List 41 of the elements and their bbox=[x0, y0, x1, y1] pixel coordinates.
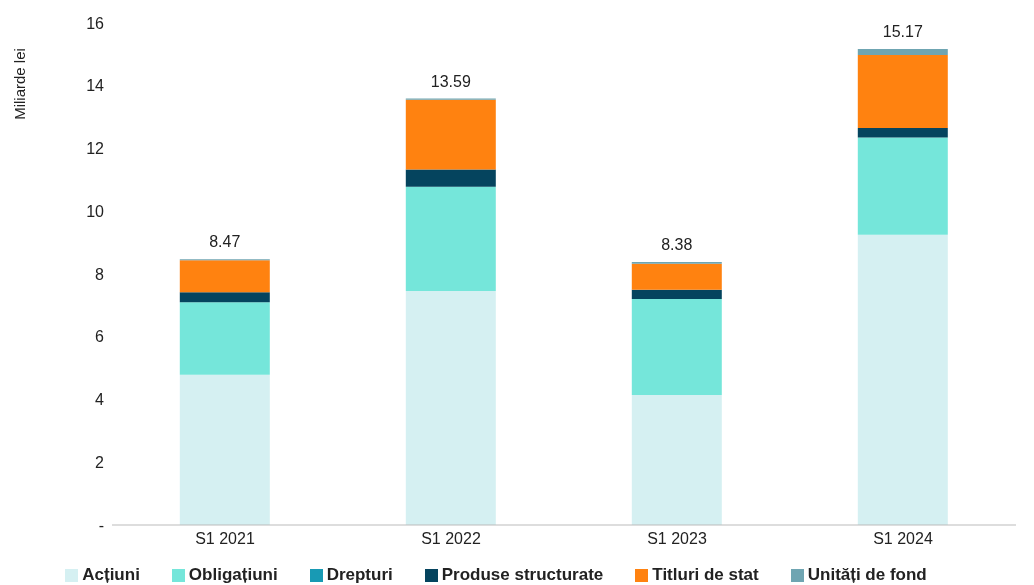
x-tick-label: S1 2021 bbox=[195, 530, 255, 548]
bar bbox=[857, 137, 948, 235]
bar bbox=[857, 234, 948, 525]
bar bbox=[631, 263, 722, 290]
bar bbox=[179, 302, 270, 375]
legend-label: Produse structurate bbox=[441, 565, 604, 584]
y-axis-title: Miliarde lei bbox=[11, 48, 29, 120]
bar bbox=[631, 395, 722, 525]
legend-label: Unități de fond bbox=[807, 565, 927, 584]
y-tick-label: 16 bbox=[86, 14, 105, 32]
y-tick-label: 12 bbox=[86, 140, 105, 158]
bar bbox=[179, 374, 270, 525]
bar bbox=[857, 128, 948, 138]
bar bbox=[631, 289, 722, 300]
bar bbox=[631, 299, 722, 396]
bar bbox=[405, 186, 496, 291]
bar bbox=[405, 290, 496, 525]
bar bbox=[179, 260, 270, 293]
legend-label: Obligațiuni bbox=[188, 565, 278, 584]
y-tick-label: 8 bbox=[95, 265, 105, 283]
total-label: 15.17 bbox=[882, 23, 923, 41]
y-tick-label: 6 bbox=[95, 328, 105, 346]
y-tick-label: 14 bbox=[86, 77, 105, 95]
y-tick-label: - bbox=[98, 516, 104, 534]
bar bbox=[857, 49, 948, 55]
total-label: 8.47 bbox=[209, 233, 241, 251]
bar bbox=[405, 99, 496, 170]
legend-label: Acțiuni bbox=[82, 565, 140, 584]
y-tick-label: 2 bbox=[95, 453, 105, 471]
legend-label: Titluri de stat bbox=[652, 565, 759, 584]
x-tick-label: S1 2024 bbox=[873, 530, 933, 548]
x-tick-label: S1 2023 bbox=[647, 530, 707, 548]
bar bbox=[857, 55, 948, 129]
bar bbox=[405, 169, 496, 187]
bar bbox=[179, 292, 270, 303]
y-tick-label: 10 bbox=[86, 202, 105, 220]
legend-label: Drepturi bbox=[326, 565, 393, 584]
total-label: 8.38 bbox=[661, 236, 693, 254]
x-tick-label: S1 2022 bbox=[421, 530, 481, 548]
y-tick-label: 4 bbox=[95, 391, 105, 409]
total-label: 13.59 bbox=[430, 72, 471, 90]
